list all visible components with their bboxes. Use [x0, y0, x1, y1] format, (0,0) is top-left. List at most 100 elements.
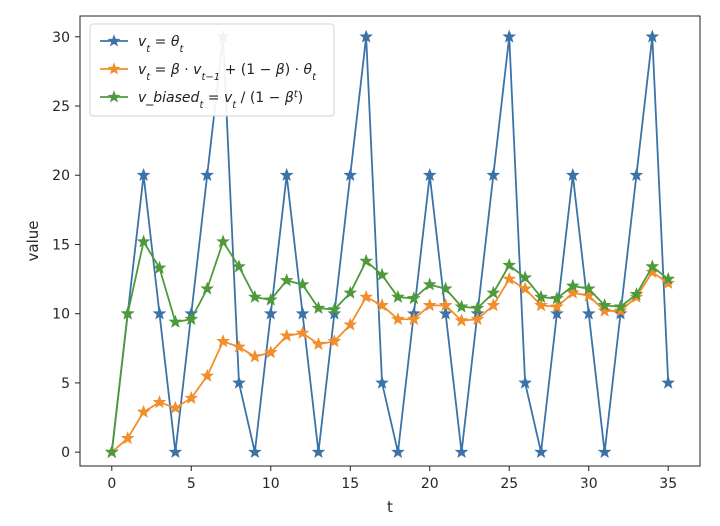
data-point	[534, 298, 548, 312]
data-point	[534, 289, 548, 303]
data-point	[502, 29, 517, 43]
data-point	[359, 289, 374, 303]
data-point	[120, 306, 135, 320]
x-tick-label: 20	[421, 476, 439, 492]
data-point	[645, 259, 660, 273]
y-tick-label: 25	[52, 99, 70, 115]
series-3	[104, 234, 676, 458]
data-point	[661, 271, 676, 285]
data-point	[279, 273, 294, 287]
data-point	[550, 291, 564, 305]
data-point	[295, 306, 310, 320]
plot-frame	[79, 15, 701, 467]
data-point	[629, 168, 644, 182]
data-point	[438, 298, 453, 312]
data-point	[232, 259, 246, 273]
x-tick-label: 15	[341, 476, 359, 492]
data-point	[248, 349, 262, 363]
legend-label: vt = θt	[138, 34, 184, 55]
data-point	[581, 281, 596, 295]
watermark-line2: CSDN @AI新视界	[577, 500, 691, 516]
data-point	[232, 339, 246, 353]
data-point	[502, 271, 517, 285]
data-point	[454, 313, 469, 327]
data-point	[613, 299, 628, 313]
y-tick-label: 10	[52, 307, 70, 323]
data-point	[454, 444, 469, 458]
data-point	[184, 390, 199, 404]
legend: vt = θt vt = β · vt−1 + (1 − β) · θt v_bia…	[89, 23, 335, 117]
series-line	[110, 35, 670, 454]
data-point	[518, 375, 532, 389]
data-point	[279, 328, 294, 342]
data-point	[359, 253, 374, 267]
data-point	[152, 395, 167, 409]
data-point	[311, 300, 326, 314]
data-point	[422, 277, 437, 291]
data-point	[343, 317, 358, 331]
x-tick-label: 10	[262, 476, 280, 492]
data-point	[422, 168, 437, 182]
data-point	[406, 291, 421, 305]
data-point	[327, 334, 342, 348]
data-point	[438, 306, 453, 320]
data-point	[613, 303, 628, 317]
data-point	[295, 325, 310, 339]
series-1	[104, 29, 676, 458]
x-tick-label: 0	[107, 476, 116, 492]
watermark-line1: 知乎 @小情预	[560, 483, 648, 500]
data-point	[391, 444, 405, 458]
data-point	[200, 281, 215, 295]
data-point	[343, 285, 358, 299]
data-point	[279, 168, 294, 182]
data-point	[518, 281, 532, 295]
data-point	[136, 404, 151, 418]
data-point	[565, 285, 580, 299]
data-point	[661, 276, 676, 290]
data-point	[565, 168, 580, 182]
data-point	[661, 375, 676, 389]
data-point	[120, 431, 135, 445]
x-tick-label: 30	[580, 476, 598, 492]
x-tick-label: 5	[187, 476, 196, 492]
data-point	[343, 168, 358, 182]
data-point	[327, 306, 342, 320]
series-layer	[104, 29, 676, 458]
data-point	[295, 277, 310, 291]
data-point	[629, 287, 644, 301]
data-point	[581, 306, 596, 320]
data-point	[327, 302, 342, 316]
data-point	[486, 298, 501, 312]
data-point	[104, 444, 119, 458]
x-tick-label: 25	[500, 476, 518, 492]
legend-swatch-marker	[107, 34, 121, 47]
data-point	[454, 299, 469, 313]
series-line	[110, 271, 670, 454]
y-tick-label: 15	[52, 237, 70, 253]
data-point	[375, 298, 389, 312]
data-point	[502, 258, 517, 272]
legend-label: v_biasedt = vt / (1 − βt)	[138, 89, 303, 111]
data-point	[136, 234, 151, 248]
data-point	[216, 334, 230, 348]
y-axis-label: value	[24, 221, 42, 262]
data-point	[248, 289, 262, 303]
y-tick-label: 0	[61, 445, 70, 461]
data-point	[168, 444, 183, 458]
data-point	[200, 368, 215, 382]
data-point	[645, 29, 660, 43]
legend-item-3: v_biasedt = vt / (1 − βt)	[100, 89, 303, 111]
data-point	[550, 306, 564, 320]
y-tick-label: 20	[52, 168, 70, 184]
data-point	[486, 285, 501, 299]
data-point	[550, 299, 564, 313]
data-point	[359, 29, 374, 43]
data-point	[168, 314, 183, 328]
y-tick-label: 30	[52, 30, 70, 46]
data-point	[248, 444, 262, 458]
data-point	[597, 303, 612, 317]
data-point	[152, 306, 167, 320]
axes: 0 5 10 15 20 25 30 35 0 5 10 15 20 25 30 t value	[24, 15, 701, 516]
data-point	[263, 306, 278, 320]
